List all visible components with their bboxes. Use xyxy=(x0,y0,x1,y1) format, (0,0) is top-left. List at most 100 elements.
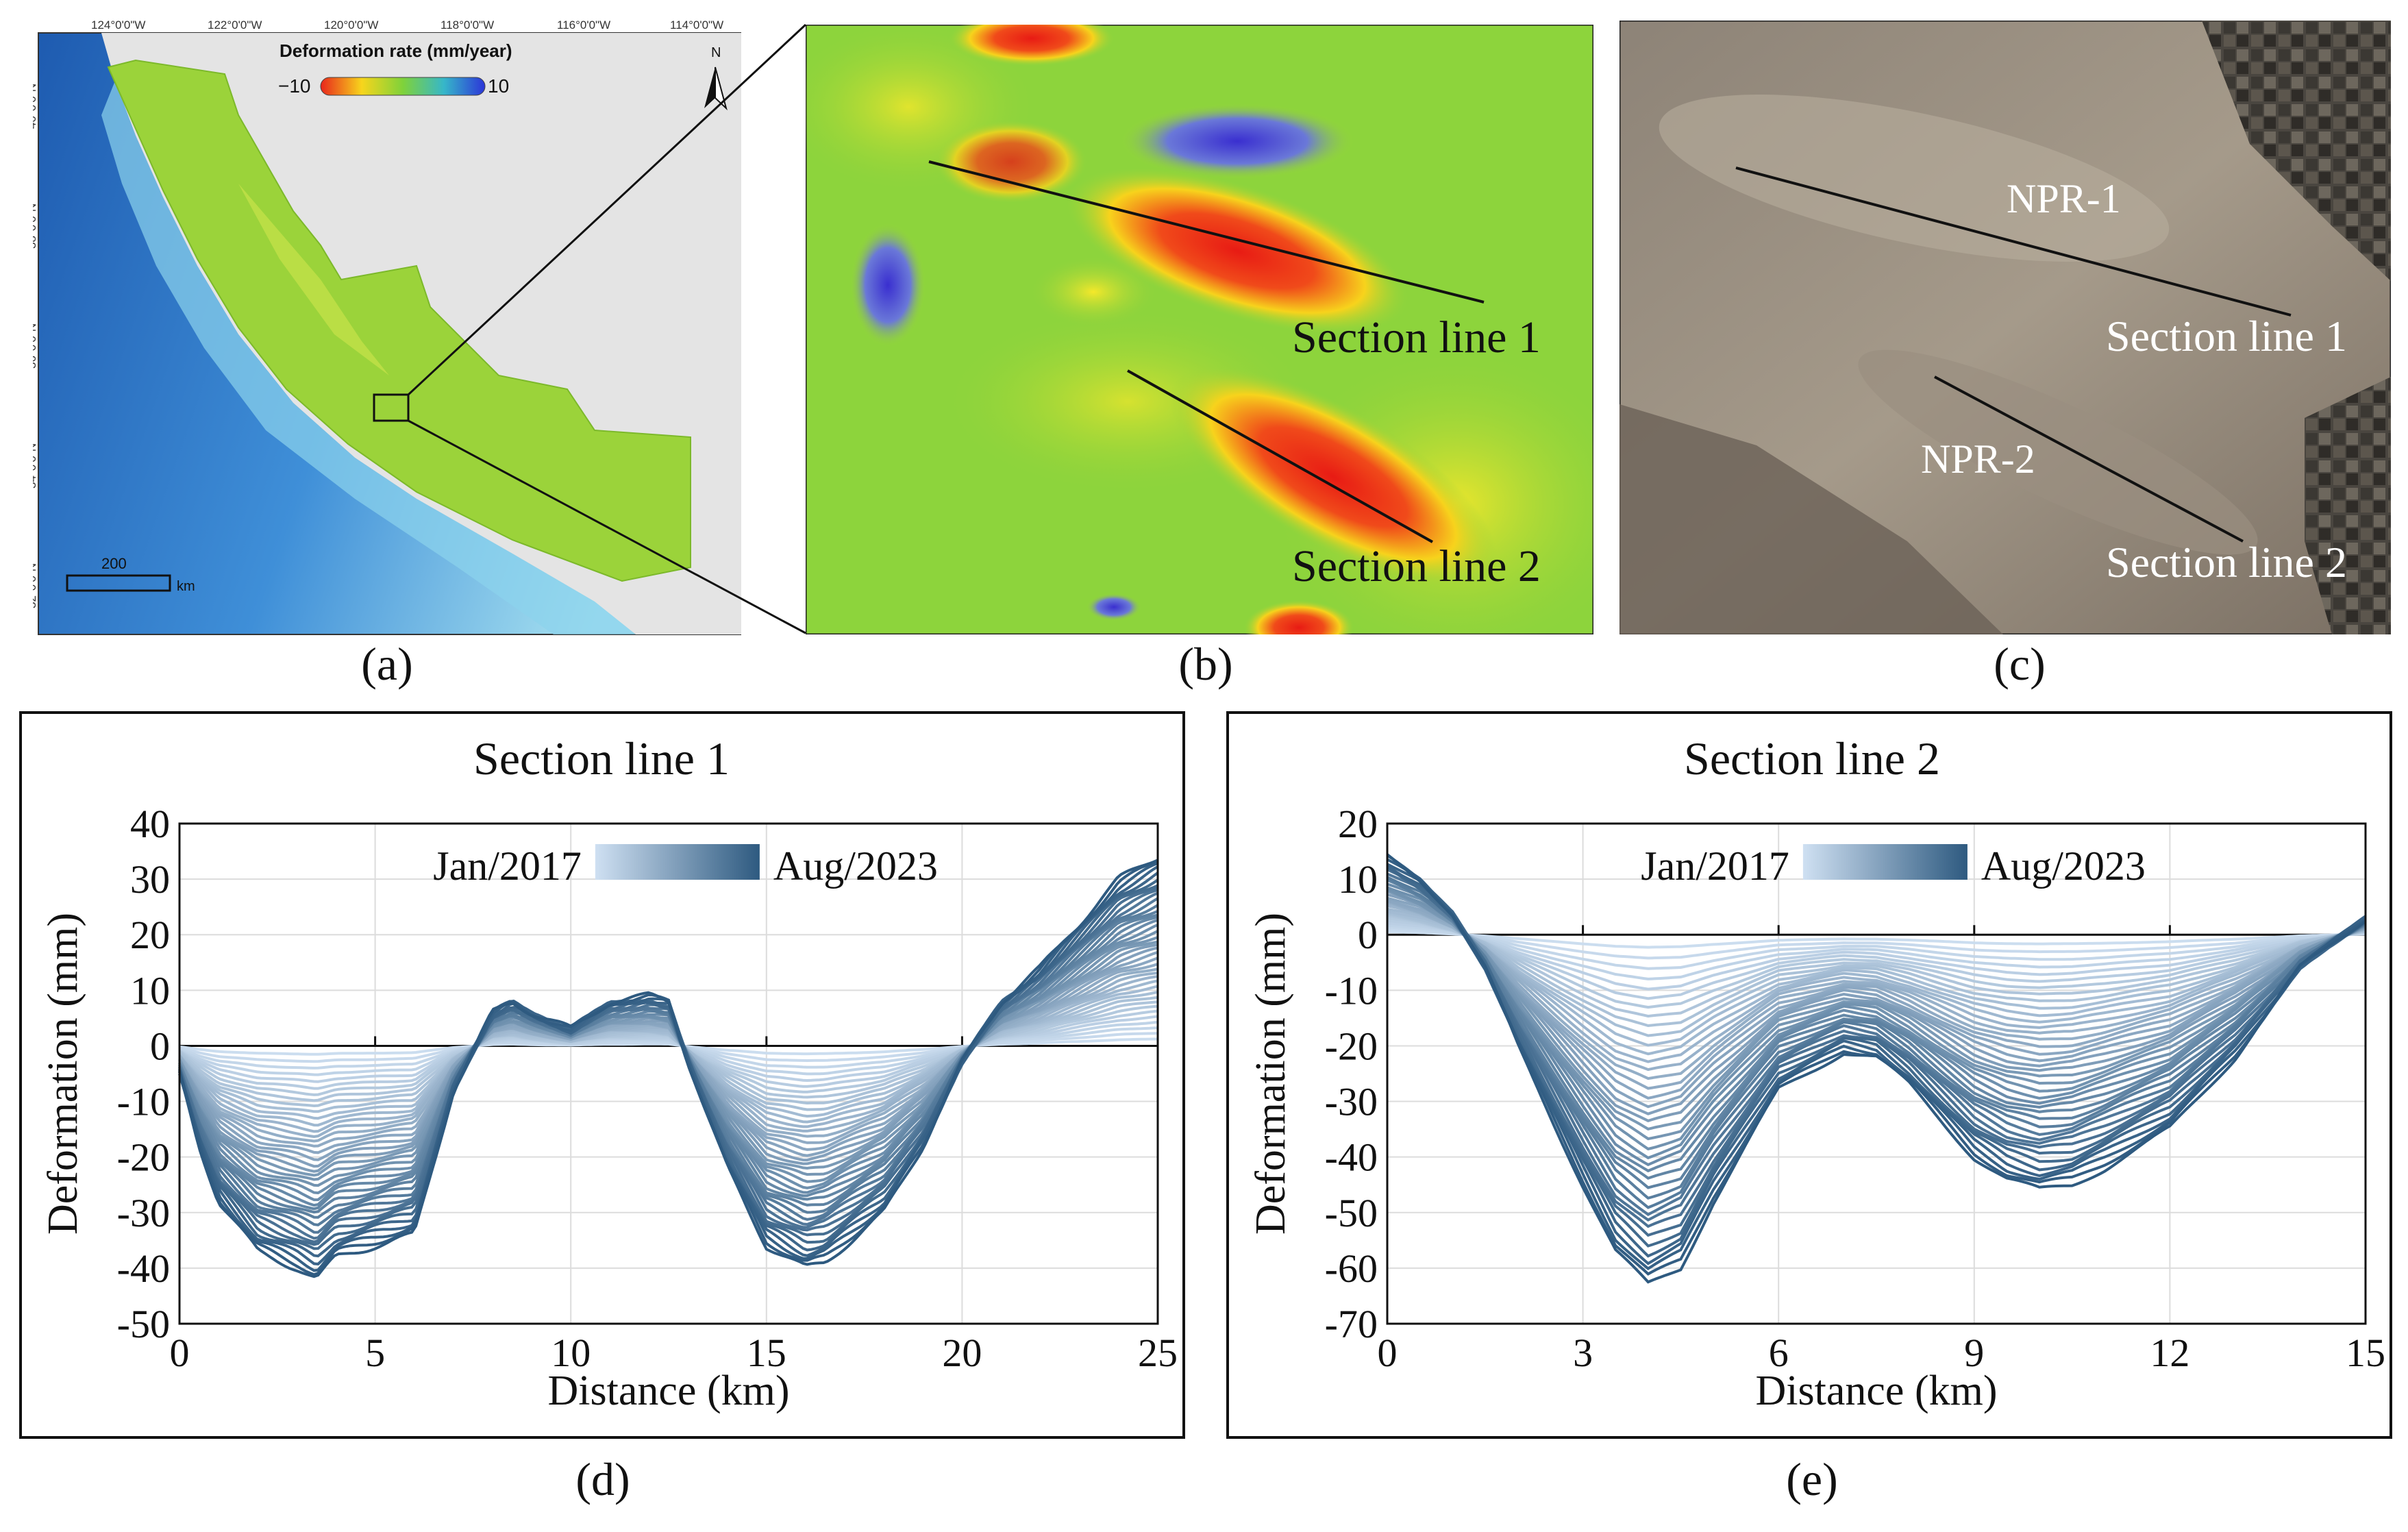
series-line-9 xyxy=(1387,913,2366,1028)
series-line-12 xyxy=(1387,907,2366,1056)
x-tick-label: 3 xyxy=(1573,1331,1593,1375)
x-tick-label: 0 xyxy=(170,1331,190,1375)
y-tick-label: -20 xyxy=(1325,1024,1378,1068)
y-tick-label: 0 xyxy=(150,1024,170,1068)
section-line-2 xyxy=(1127,369,1433,543)
series-line-17 xyxy=(178,956,1158,1154)
x-tick-label: 20 xyxy=(942,1331,982,1375)
series-group xyxy=(178,858,1159,1278)
legend-end-label: Aug/2023 xyxy=(1981,843,2146,889)
series-line-25 xyxy=(1387,882,2366,1167)
section-line-2-label: Section line 2 xyxy=(1292,541,1541,591)
chart-title: Section line 2 xyxy=(1684,732,1940,784)
deformation-zoom-map: Section line 1 Section line 2 xyxy=(785,11,1635,655)
x-tick-label: 15 xyxy=(747,1331,786,1375)
series-line-4 xyxy=(179,1020,1158,1076)
series-line-14 xyxy=(1387,902,2366,1072)
caption-a: (a) xyxy=(361,638,413,690)
npr-1-label: NPR-1 xyxy=(2007,176,2121,221)
y-axis-label: Deformation (mm) xyxy=(1248,913,1294,1235)
section-line-2 xyxy=(1934,375,2244,543)
series-line-3 xyxy=(1387,926,2366,970)
y-tick-label: -10 xyxy=(1325,968,1378,1013)
series-line-5 xyxy=(1387,922,2366,991)
y-tick-label: 20 xyxy=(1338,802,1378,846)
panel-c: NPR-1 NPR-2 Section line 1 Section line … xyxy=(1618,19,2392,636)
series-line-7 xyxy=(1387,916,2366,1009)
study-area-box xyxy=(373,393,410,422)
legend-start-label: Jan/2017 xyxy=(433,843,582,889)
x-tick-label: 12 xyxy=(2150,1331,2189,1375)
x-tick-label: 25 xyxy=(1138,1331,1178,1375)
series-line-10 xyxy=(1387,911,2366,1037)
legend-end-label: Aug/2023 xyxy=(773,843,938,889)
series-line-11 xyxy=(178,985,1158,1120)
series-line-34 xyxy=(1386,865,2367,1237)
y-tick-label: -60 xyxy=(1325,1246,1378,1291)
y-tick-label: -40 xyxy=(117,1246,170,1291)
series-line-11 xyxy=(1387,910,2366,1047)
series-line-40 xyxy=(178,858,1158,1278)
caption-c: (c) xyxy=(1994,638,2046,690)
series-line-4 xyxy=(1387,924,2366,980)
series-line-6 xyxy=(1387,919,2366,1000)
series-line-21 xyxy=(1387,888,2366,1131)
section-line-1 xyxy=(928,160,1485,304)
legend-min: −10 xyxy=(278,75,311,97)
farm-fields-bottom xyxy=(2305,377,2391,634)
y-tick-label: 10 xyxy=(130,968,170,1013)
satellite-image: NPR-1 NPR-2 Section line 1 Section line … xyxy=(1618,19,2392,636)
lon-tick: 124°0'0"W xyxy=(91,19,145,32)
y-tick-label: -30 xyxy=(117,1191,170,1235)
scale-value: 200 xyxy=(101,555,127,572)
series-line-28 xyxy=(1386,876,2367,1189)
mountain-ridge xyxy=(1619,404,2003,634)
x-tick-label: 9 xyxy=(1964,1331,1984,1375)
section-line-1-label: Section line 1 xyxy=(1292,312,1541,362)
series-line-8 xyxy=(1387,914,2366,1018)
y-tick-label: -20 xyxy=(117,1135,170,1180)
series-line-16 xyxy=(1387,900,2366,1090)
caption-d: (d) xyxy=(575,1453,630,1505)
section-line-1 xyxy=(1735,166,2292,317)
panel-b: Section line 1 Section line 2 xyxy=(785,11,1635,655)
series-line-1 xyxy=(1387,930,2366,949)
series-line-23 xyxy=(1387,887,2366,1151)
scale-unit: km xyxy=(177,579,195,594)
caption-e: (e) xyxy=(1786,1453,1838,1505)
lon-tick: 120°0'0"W xyxy=(324,19,378,32)
chart-e-frame xyxy=(1226,711,2392,1439)
scale-bar: 200 km xyxy=(66,555,195,594)
plot-area xyxy=(178,822,1159,1325)
y-tick-label: 10 xyxy=(1338,857,1378,902)
y-tick-label: -50 xyxy=(117,1302,170,1346)
chart-d-frame xyxy=(19,711,1185,1439)
series-line-2 xyxy=(1387,928,2366,960)
series-line-40 xyxy=(1386,853,2367,1284)
x-axis-label: Distance (km) xyxy=(548,1368,790,1414)
y-tick-label: -40 xyxy=(1325,1135,1378,1180)
y-tick-label: -70 xyxy=(1325,1302,1378,1346)
series-line-22 xyxy=(1387,888,2366,1141)
lon-tick: 122°0'0"W xyxy=(208,19,262,32)
series-group xyxy=(1386,853,2367,1284)
x-tick-label: 6 xyxy=(1769,1331,1789,1375)
y-tick-label: -10 xyxy=(117,1080,170,1124)
npr-2-label: NPR-2 xyxy=(1921,436,2035,482)
y-tick-label: -50 xyxy=(1325,1191,1378,1235)
series-line-18 xyxy=(1387,896,2366,1109)
chart-title: Section line 1 xyxy=(473,732,730,784)
legend-start-label: Jan/2017 xyxy=(1641,843,1789,889)
series-line-19 xyxy=(1387,893,2366,1115)
series-line-15 xyxy=(1387,900,2366,1080)
x-tick-label: 10 xyxy=(551,1331,591,1375)
series-line-31 xyxy=(1387,872,2366,1216)
y-tick-label: 20 xyxy=(130,913,170,957)
y-tick-label: 40 xyxy=(130,802,170,846)
legend-gradient-bar xyxy=(1802,844,1968,880)
series-line-17 xyxy=(1387,898,2366,1100)
caption-b: (b) xyxy=(1178,638,1233,690)
section-line-1-label: Section line 1 xyxy=(2106,312,2347,360)
